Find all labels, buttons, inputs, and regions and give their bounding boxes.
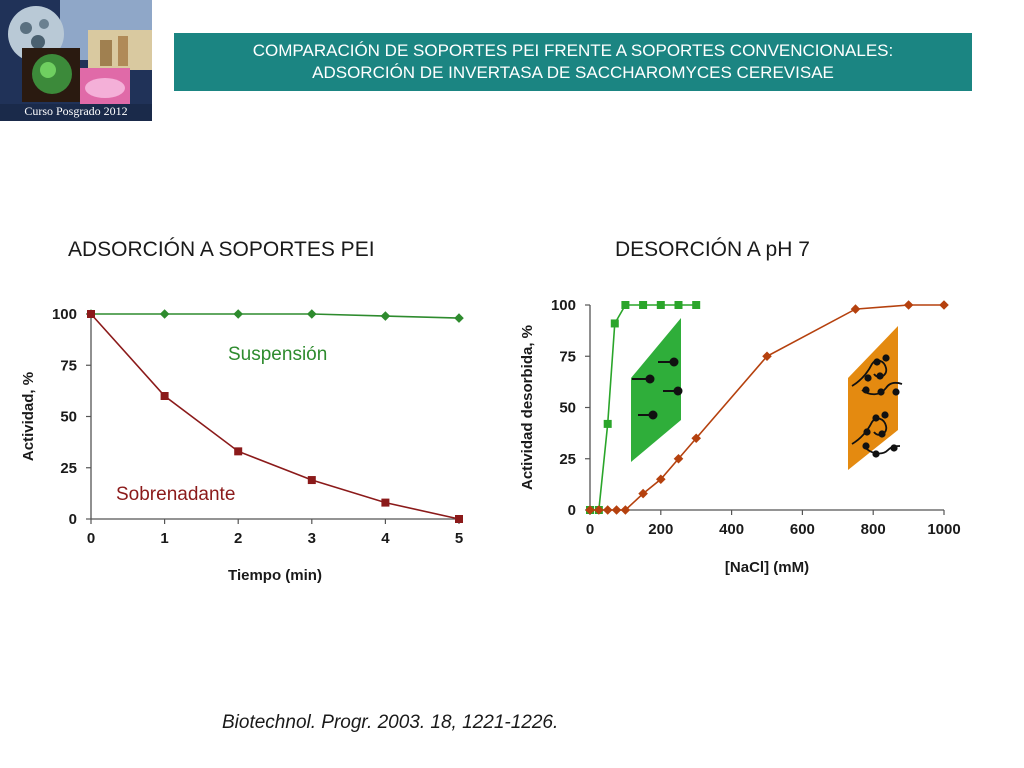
right-x-tick-label: 800 xyxy=(861,521,886,538)
right-series-0-point xyxy=(656,301,665,309)
right-series-1-point xyxy=(602,505,613,515)
right-series-1-point xyxy=(850,304,861,314)
right-y-tick-label: 0 xyxy=(568,502,576,519)
right-x-tick-label: 600 xyxy=(790,521,815,538)
right-y-tick-label: 75 xyxy=(559,348,576,365)
right-x-tick-label: 1000 xyxy=(927,521,960,538)
left-y-tick-label: 25 xyxy=(60,460,77,477)
right-section-title: DESORCIÓN A pH 7 xyxy=(615,238,810,261)
right-x-axis-label: [NaCl] (mM) xyxy=(725,559,809,576)
left-series-1-point xyxy=(307,476,316,485)
left-series-0-line xyxy=(91,313,460,319)
left-x-tick-label: 0 xyxy=(87,530,95,547)
green-support-shape xyxy=(631,318,681,462)
right-series-1-point xyxy=(638,488,648,499)
left-series-1-point xyxy=(160,392,169,400)
left-x-tick-label: 2 xyxy=(234,530,242,547)
title-line-1: COMPARACIÓN DE SOPORTES PEI FRENTE A SOP… xyxy=(252,41,894,60)
left-series-1-point xyxy=(234,447,243,456)
right-series-1-point xyxy=(611,505,622,515)
right-series-0-point xyxy=(639,301,648,309)
right-x-tick-label: 200 xyxy=(648,521,673,538)
right-series-0-point xyxy=(674,301,683,309)
course-logo: Curso Posgrado 2012 xyxy=(0,0,152,121)
desorption-chart: 0 200 400 600 800 1000 0 25 50 75 100 [NaCl] (mM) … xyxy=(500,280,1000,605)
left-y-tick-label: 50 xyxy=(60,409,77,426)
left-y-tick-label: 0 xyxy=(69,511,77,528)
left-y-tick-label: 100 xyxy=(52,306,77,323)
title-line-2: ADSORCIÓN DE INVERTASA DE SACCHAROMYCES … xyxy=(312,63,834,82)
right-series-1-point xyxy=(939,300,949,310)
citation: Biotechnol. Progr. 2003. 18, 1221-1226. xyxy=(222,712,559,733)
left-x-tick-label: 4 xyxy=(381,530,390,547)
left-series-0-point xyxy=(233,309,243,319)
series-label-suspension: Suspensión xyxy=(228,344,327,365)
right-y-tick-label: 25 xyxy=(559,451,576,468)
left-series-1-point xyxy=(87,310,95,318)
short-polymer-support-illustration xyxy=(631,318,683,462)
right-axes xyxy=(585,304,945,515)
right-series-1-point xyxy=(903,300,914,310)
long-polymer-support-illustration xyxy=(848,326,903,470)
left-section-title: ADSORCIÓN A SOPORTES PEI xyxy=(68,238,375,261)
left-x-tick-label: 3 xyxy=(308,530,316,547)
logo-collage-image xyxy=(0,0,152,121)
left-x-axis-label: Tiempo (min) xyxy=(228,567,322,584)
logo-caption: Curso Posgrado 2012 xyxy=(24,104,128,118)
right-y-axis-label: Actividad desorbida, % xyxy=(519,325,536,490)
adsorption-chart: 0 1 2 3 4 5 0 25 50 75 100 Tiempo (min) Actividad,… xyxy=(0,280,500,605)
right-y-tick-label: 100 xyxy=(551,297,576,314)
title-banner: COMPARACIÓN DE SOPORTES PEI FRENTE A SOP… xyxy=(174,33,972,91)
left-x-tick-label: 5 xyxy=(455,530,463,547)
right-series-0-point xyxy=(610,319,619,328)
right-series-1-point xyxy=(656,474,666,485)
left-series-group xyxy=(86,309,464,523)
right-x-tick-label: 400 xyxy=(719,521,744,538)
right-x-tick-label: 0 xyxy=(586,521,594,538)
left-y-tick-label: 75 xyxy=(60,357,77,374)
left-axes xyxy=(86,313,460,524)
left-series-1-point xyxy=(381,498,390,507)
left-series-1-line xyxy=(90,313,460,520)
left-series-0-point xyxy=(454,313,464,323)
series-label-supernatant: Sobrenadante xyxy=(116,484,235,505)
right-tick-labels: 0 200 400 600 800 1000 0 25 50 75 100 xyxy=(551,297,961,538)
left-x-tick-label: 1 xyxy=(160,530,168,547)
left-series-0-point xyxy=(307,309,317,319)
right-series-group xyxy=(585,300,949,515)
right-series-1-point xyxy=(691,433,701,444)
left-series-0-point xyxy=(159,309,170,319)
right-series-0-point xyxy=(621,301,630,309)
right-series-0-point xyxy=(603,419,612,428)
right-y-tick-label: 50 xyxy=(559,400,576,417)
left-y-axis-label: Actividad, % xyxy=(20,372,37,461)
left-series-1-point xyxy=(455,515,463,523)
right-series-0-point xyxy=(692,301,701,309)
left-series-0-point xyxy=(380,311,391,321)
